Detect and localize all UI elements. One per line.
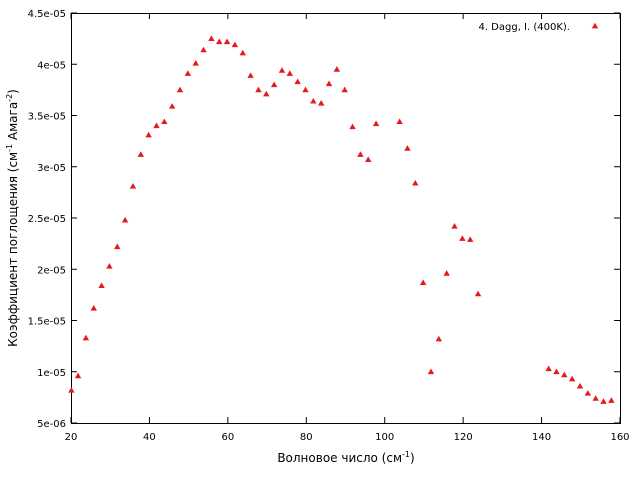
data-point: [278, 67, 286, 73]
data-point: [231, 41, 239, 48]
x-tick-label: 120: [454, 432, 473, 443]
y-tick-label: 1e-05: [37, 368, 66, 379]
data-point: [184, 70, 192, 76]
data-point: [137, 151, 145, 157]
data-point: [239, 49, 246, 56]
data-point: [404, 145, 411, 151]
y-tick-label: 1.5e-05: [28, 317, 66, 328]
data-point: [270, 81, 278, 88]
y-axis: 5e-06 1e-05 1.5e-05 2e-05 2.5e-05 3e-05 3.5e-0…: [28, 9, 620, 430]
data-point: [106, 262, 113, 269]
x-tick-label: 140: [532, 432, 551, 443]
data-point: [317, 100, 325, 106]
data-point: [467, 236, 474, 242]
data-point: [443, 270, 450, 276]
data-point: [396, 118, 403, 125]
data-point: [82, 334, 90, 341]
legend-marker-triangle-icon: [591, 22, 599, 29]
data-point: [263, 90, 270, 97]
data-series: [68, 35, 615, 404]
data-point: [98, 282, 105, 289]
data-point: [208, 35, 215, 42]
data-point: [168, 103, 176, 109]
data-point: [600, 398, 607, 404]
data-point: [121, 216, 129, 223]
y-tick-label: 3e-05: [37, 163, 66, 174]
x-axis: 20 40 60 80 100 120 140 160: [65, 13, 630, 443]
data-point: [435, 335, 443, 342]
data-point: [592, 395, 599, 401]
data-point: [216, 38, 223, 45]
legend: 4. Dagg, I. (400K).: [478, 22, 599, 33]
data-point: [90, 305, 97, 311]
data-point: [286, 70, 294, 76]
data-point: [341, 86, 348, 93]
plot-area: [71, 13, 621, 424]
x-tick-label: 60: [221, 432, 234, 443]
data-point: [161, 118, 168, 125]
data-point: [451, 223, 458, 229]
x-tick-label: 20: [65, 432, 78, 443]
x-tick-label: 80: [300, 432, 313, 443]
data-point: [349, 123, 356, 130]
data-point: [459, 235, 466, 241]
data-point: [294, 78, 301, 85]
data-point: [223, 38, 231, 45]
x-tick-label: 100: [375, 432, 394, 443]
data-point: [474, 290, 482, 297]
data-point: [333, 66, 341, 72]
data-point: [74, 372, 82, 379]
x-axis-label: Волновое число (см-1): [277, 450, 414, 465]
legend-label: 4. Dagg, I. (400K).: [478, 22, 570, 33]
x-tick-label: 160: [610, 432, 629, 443]
y-tick-label: 3.5e-05: [28, 112, 66, 123]
data-point: [545, 365, 552, 372]
data-point: [129, 183, 137, 189]
data-point: [372, 120, 380, 127]
y-tick-label: 4.5e-05: [28, 9, 66, 20]
data-point: [357, 151, 364, 157]
data-point: [561, 371, 568, 378]
y-axis-label: Коэффициент поглощения (см-1 Амага-2): [5, 89, 20, 347]
y-tick-label: 4e-05: [37, 60, 66, 71]
data-point: [255, 86, 262, 93]
data-point: [427, 368, 435, 375]
data-point: [145, 131, 152, 138]
data-point: [412, 179, 419, 186]
data-point: [584, 390, 592, 396]
data-point: [114, 243, 121, 250]
data-point: [608, 397, 615, 403]
y-tick-label: 2.5e-05: [28, 214, 66, 225]
data-point: [153, 122, 160, 129]
data-point: [553, 368, 560, 375]
data-point: [365, 156, 372, 162]
data-point: [302, 86, 309, 93]
data-point: [576, 382, 584, 389]
x-tick-label: 40: [143, 432, 156, 443]
data-point: [200, 46, 207, 53]
data-point: [68, 387, 75, 393]
data-point: [568, 375, 576, 382]
data-point: [192, 60, 199, 66]
data-point: [247, 72, 254, 78]
data-point: [325, 80, 333, 87]
data-point: [419, 279, 427, 285]
data-point: [176, 86, 184, 93]
y-tick-label: 2e-05: [37, 265, 66, 276]
y-tick-label: 5e-06: [37, 419, 66, 430]
data-point: [310, 97, 317, 104]
